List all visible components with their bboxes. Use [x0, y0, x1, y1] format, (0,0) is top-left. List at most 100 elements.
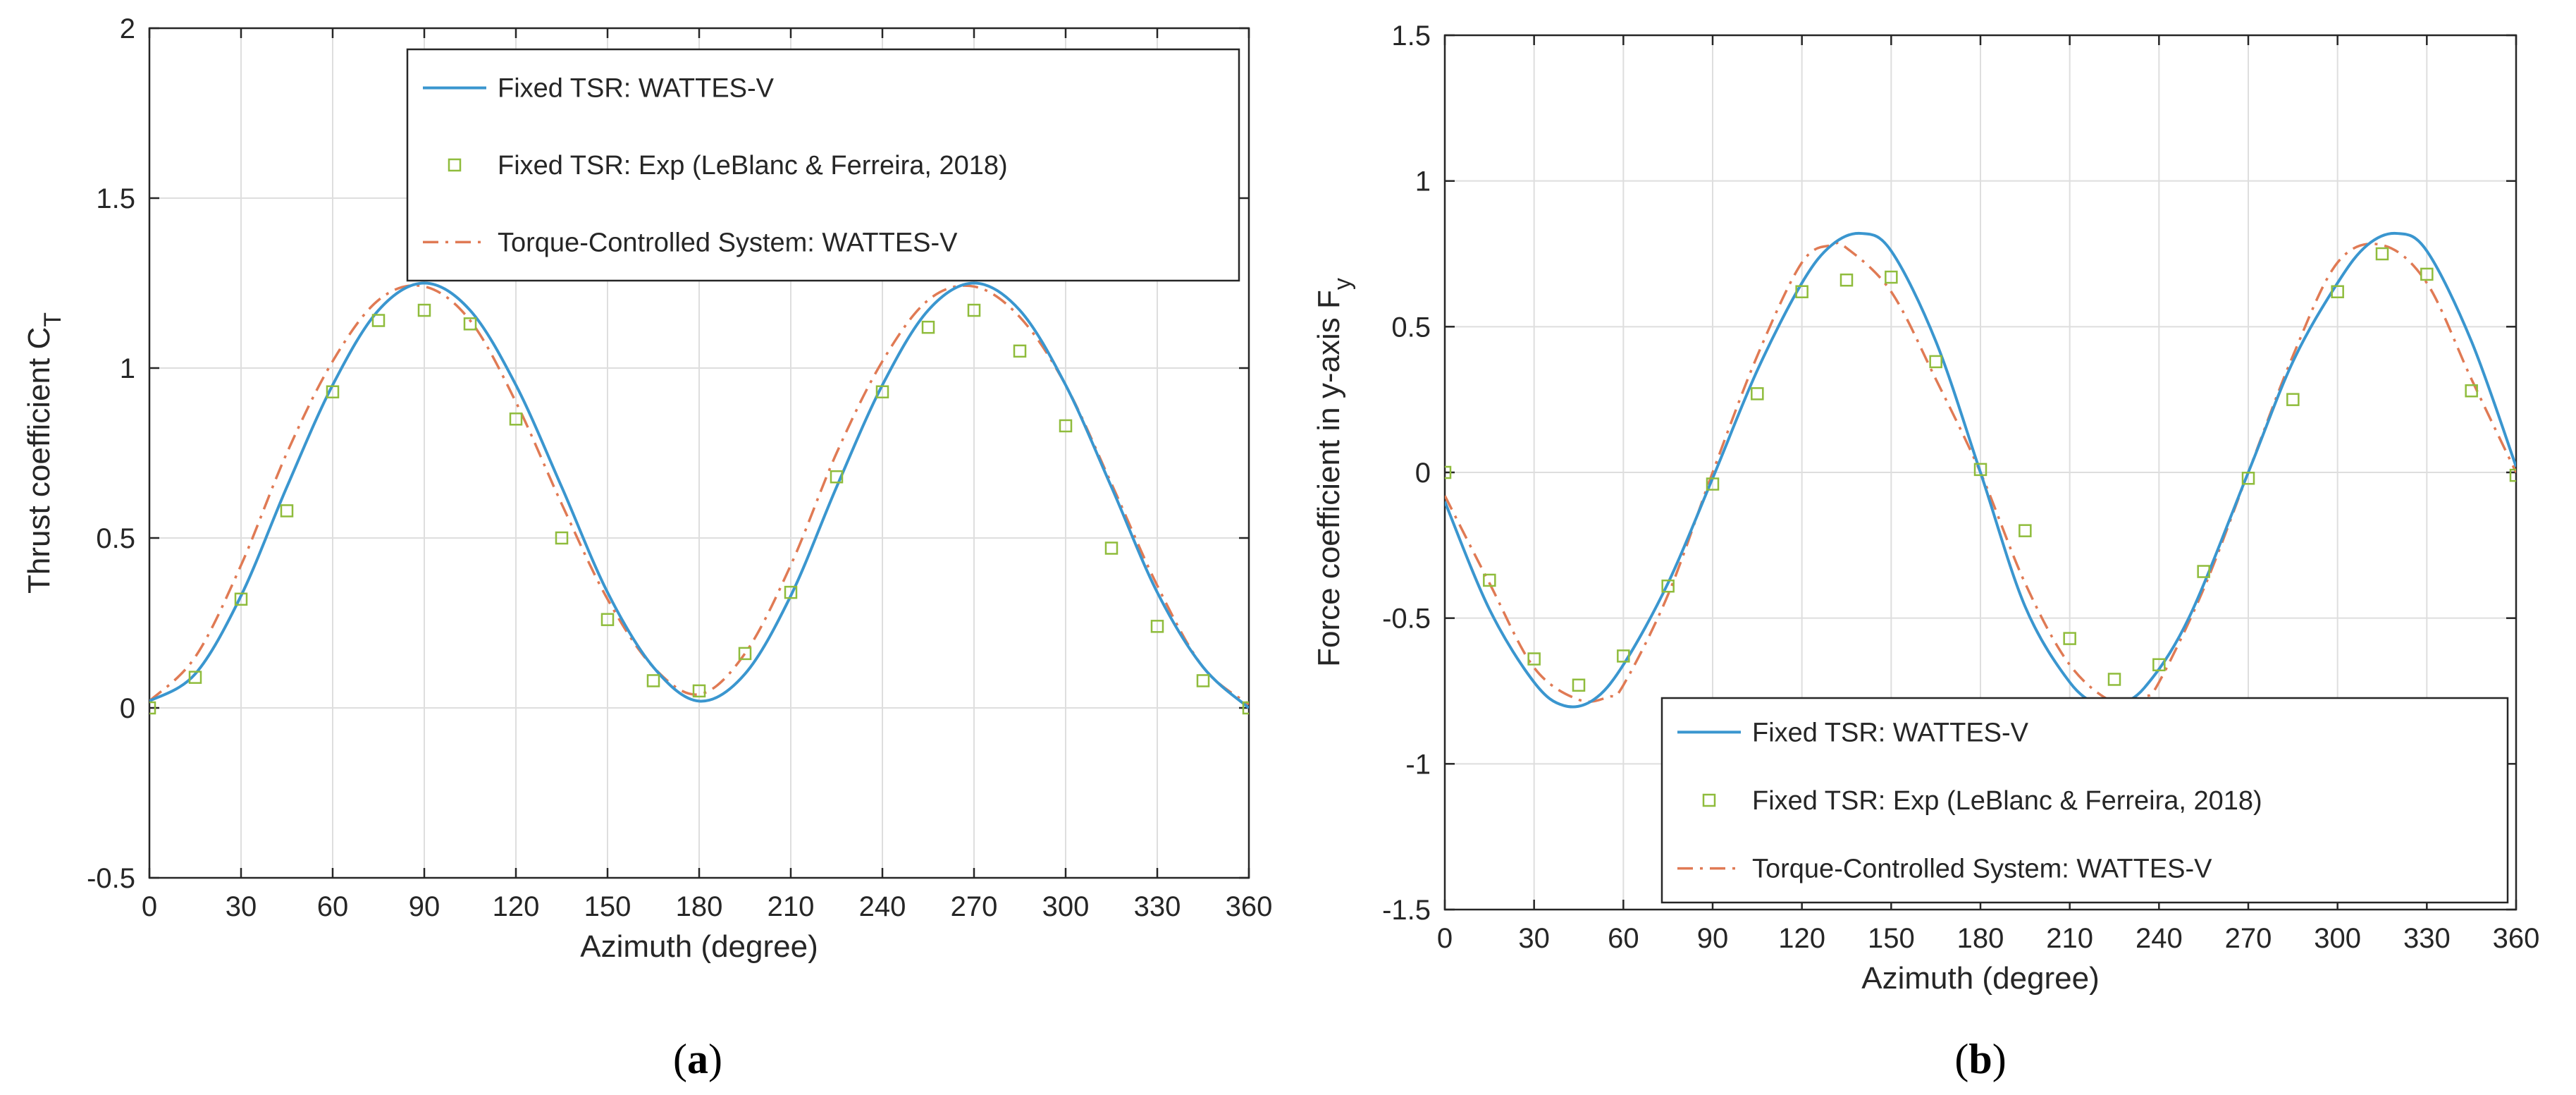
series-markers — [1445, 247, 2516, 692]
panel-caption: (b) — [1954, 1036, 2006, 1082]
series-markers — [149, 303, 1249, 715]
exp-marker-point — [646, 674, 660, 687]
panel-b: 0 30 60 90 120 150 180 210 240 270 300 330 360 -1.5 -1… — [1312, 20, 2539, 1082]
exp-marker-point — [921, 320, 935, 334]
y-tick-label: 0 — [1415, 458, 1431, 489]
y-axis-label-main: Force coefficient in y-axis F — [1312, 290, 1346, 667]
caption-part: a — [687, 1036, 708, 1082]
exp-marker-point — [784, 585, 798, 599]
exp-marker-point — [2019, 524, 2032, 537]
exp-marker-point — [738, 647, 752, 661]
exp-marker-point — [280, 504, 294, 518]
x-tick-label: 180 — [1957, 923, 2004, 954]
exp-marker-point — [1445, 465, 1452, 479]
exp-marker-point — [234, 592, 248, 606]
x-tick-label: 30 — [226, 891, 257, 922]
caption-part: ( — [673, 1036, 687, 1082]
x-tick-label: 330 — [2403, 923, 2451, 954]
legend-marker-exp — [1702, 793, 1716, 807]
exp-marker-point — [1013, 344, 1027, 358]
caption-part: ( — [1954, 1036, 1968, 1082]
exp-marker-point — [2197, 565, 2210, 578]
series-dashdot — [149, 284, 1249, 706]
x-tick-label: 0 — [142, 891, 157, 922]
x-tick-label: 30 — [1518, 923, 1550, 954]
panel-caption: (a) — [673, 1036, 722, 1082]
exp-marker-point — [1973, 463, 1988, 477]
exp-marker-point — [967, 303, 981, 317]
exp-marker-point — [1839, 273, 1854, 287]
x-tick-label: 90 — [1697, 923, 1729, 954]
exp-marker-point — [2286, 393, 2300, 406]
x-tick-label: 180 — [676, 891, 723, 922]
y-axis-label-subscript: y — [1329, 278, 1356, 290]
x-tick-label: 60 — [1608, 923, 1639, 954]
y-tick-label: 1.5 — [1391, 20, 1431, 51]
y-tick-label: -1 — [1405, 749, 1431, 780]
x-tick-label: 120 — [1778, 923, 1825, 954]
exp-marker-point — [1483, 573, 1496, 587]
exp-marker-point — [2420, 267, 2434, 281]
exp-marker-point — [1885, 270, 1898, 284]
exp-marker-point — [830, 470, 844, 484]
wattes-v-line — [1445, 231, 2516, 710]
exp-marker-point — [2465, 384, 2478, 398]
legend-label: Fixed TSR: Exp (LeBlanc & Ferreira, 2018… — [498, 151, 1008, 181]
x-axis-label: Azimuth (degree) — [580, 929, 818, 964]
legend-label: Fixed TSR: WATTES-V — [1752, 718, 2029, 747]
series-dashdot — [1445, 241, 2516, 706]
y-tick-label: 1 — [1415, 166, 1431, 197]
exp-marker-point — [1795, 285, 1808, 298]
x-tick-label: 270 — [951, 891, 998, 922]
exp-marker-point — [2375, 247, 2389, 261]
exp-marker-point — [509, 412, 523, 426]
x-tick-label: 240 — [2136, 923, 2183, 954]
x-tick-label: 330 — [1134, 891, 1181, 922]
y-tick-label: -0.5 — [87, 863, 135, 894]
exp-marker-point — [1617, 649, 1630, 663]
x-tick-label: 240 — [859, 891, 906, 922]
y-tick-label: 0 — [120, 693, 135, 724]
exp-marker-point — [417, 303, 431, 317]
exp-marker-point — [2241, 472, 2255, 485]
x-tick-label: 270 — [2225, 923, 2272, 954]
y-tick-label: 2 — [120, 13, 135, 44]
x-tick-label: 210 — [768, 891, 815, 922]
y-tick-label: -0.5 — [1382, 604, 1431, 635]
y-tick-label: -1.5 — [1382, 895, 1431, 926]
legend-label: Fixed TSR: Exp (LeBlanc & Ferreira, 2018… — [1752, 786, 2262, 816]
y-axis-label-main: Thrust coefficient C — [22, 327, 56, 594]
exp-marker-point — [600, 613, 615, 626]
caption-part: ) — [708, 1036, 722, 1082]
exp-marker-point — [1572, 678, 1586, 692]
x-tick-label: 120 — [493, 891, 540, 922]
legend-marker-exp — [448, 158, 462, 172]
x-tick-label: 150 — [584, 891, 631, 922]
exp-marker-point — [1929, 355, 1942, 369]
legend-label: Torque-Controlled System: WATTES-V — [1752, 855, 2212, 884]
torque-controlled-line — [149, 284, 1249, 706]
exp-marker-point — [555, 531, 569, 545]
y-tick-label: 1 — [120, 353, 135, 384]
x-tick-label: 0 — [1437, 923, 1453, 954]
legend-box — [1660, 697, 2509, 904]
series-solid — [1445, 231, 2516, 710]
x-tick-label: 360 — [1226, 891, 1273, 922]
x-tick-label: 300 — [1042, 891, 1090, 922]
exp-marker-point — [1751, 387, 1764, 400]
exp-marker-point — [149, 701, 156, 715]
x-tick-label: 90 — [409, 891, 440, 922]
exp-marker-point — [1661, 579, 1675, 593]
exp-marker-point — [2509, 468, 2516, 482]
exp-marker-point — [875, 385, 889, 398]
y-axis-label-subscript: T — [39, 312, 66, 327]
exp-marker-point — [463, 317, 477, 331]
exp-marker-point — [2331, 285, 2344, 298]
exp-marker-point — [326, 385, 340, 398]
y-tick-label: 0.5 — [1391, 312, 1431, 343]
y-axis-label: Force coefficient in y-axis Fy — [1312, 278, 1356, 667]
exp-marker-point — [2107, 673, 2121, 686]
exp-marker-point — [371, 314, 386, 327]
caption-part: ) — [1992, 1036, 2007, 1082]
